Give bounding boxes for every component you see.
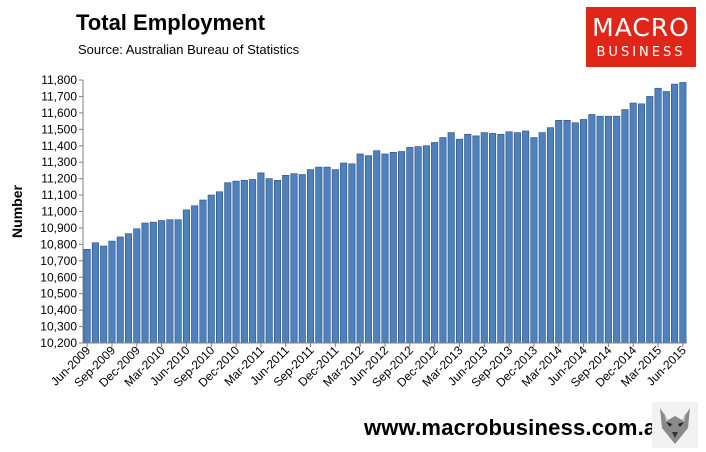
bar — [83, 249, 91, 344]
bar — [431, 142, 439, 344]
bar — [232, 180, 240, 344]
bar — [530, 137, 538, 344]
bar — [679, 82, 687, 344]
bar — [522, 130, 530, 344]
bar — [671, 83, 679, 344]
bar — [489, 133, 497, 344]
bar — [480, 132, 488, 344]
bar — [141, 222, 149, 344]
bar — [381, 153, 389, 344]
bar — [629, 102, 637, 344]
bar — [497, 133, 505, 344]
bar — [224, 182, 232, 344]
bar — [398, 151, 406, 344]
website-url: www.macrobusiness.com.au — [364, 415, 670, 440]
bar — [588, 114, 596, 344]
bar — [315, 166, 323, 344]
bar — [422, 145, 430, 344]
y-tick-label: 11,200 — [41, 172, 77, 186]
bar — [505, 131, 513, 344]
bar — [282, 175, 290, 344]
chart-title: Total Employment — [76, 10, 266, 35]
logo-line-macro: MACRO — [592, 13, 690, 42]
y-tick-label: 10,800 — [40, 237, 77, 251]
bar — [472, 135, 480, 344]
bar — [546, 127, 555, 344]
bar — [348, 163, 356, 344]
bar — [414, 146, 422, 344]
bar — [215, 191, 224, 344]
bar — [108, 240, 116, 344]
bar — [249, 179, 257, 344]
bar — [116, 236, 124, 344]
bar — [166, 219, 174, 344]
bar — [621, 109, 629, 344]
bar — [646, 96, 654, 344]
bar — [207, 194, 215, 344]
bar — [240, 179, 248, 344]
bar — [182, 209, 190, 344]
y-axis-label: Number — [9, 185, 25, 238]
y-tick-label: 11,600 — [41, 106, 77, 120]
macrobusiness-logo: MACRO BUSINESS — [586, 7, 696, 67]
y-tick-label: 10,400 — [40, 303, 77, 317]
bar — [406, 147, 414, 344]
bar — [662, 91, 670, 344]
bar — [91, 242, 99, 344]
bar — [100, 245, 108, 344]
y-tick-label: 11,000 — [41, 205, 77, 219]
bar — [191, 205, 199, 344]
bar — [149, 221, 157, 344]
y-tick-label: 10,700 — [40, 254, 77, 268]
y-tick-label: 11,500 — [41, 122, 77, 136]
bar — [133, 228, 141, 344]
wolf-mascot-icon — [652, 402, 698, 448]
y-tick-label: 10,200 — [40, 336, 77, 350]
bar — [604, 115, 612, 344]
bar — [257, 172, 265, 344]
y-tick-label: 10,900 — [40, 221, 77, 235]
bar — [364, 155, 372, 344]
bar — [513, 132, 521, 344]
bar — [199, 199, 207, 344]
bar — [323, 166, 331, 344]
y-tick-label: 11,300 — [41, 155, 77, 169]
bar — [389, 152, 397, 344]
y-tick-label: 10,600 — [40, 270, 77, 284]
y-tick-label: 11,100 — [41, 188, 77, 202]
y-tick-label: 11,400 — [41, 139, 77, 153]
bar — [637, 103, 646, 344]
bar — [580, 119, 588, 344]
bar — [555, 119, 563, 344]
y-tick-label: 10,500 — [40, 287, 77, 301]
bar — [356, 153, 364, 344]
bar — [124, 233, 133, 344]
bar — [298, 174, 306, 344]
bar — [340, 162, 348, 344]
y-tick-label: 10,300 — [40, 320, 77, 334]
bar — [174, 219, 182, 344]
bar — [273, 179, 281, 344]
bar — [265, 178, 273, 344]
bar — [447, 132, 455, 344]
bar — [613, 115, 621, 344]
chart-subtitle: Source: Australian Bureau of Statistics — [78, 42, 300, 57]
bar — [538, 132, 546, 344]
bar — [307, 169, 315, 344]
logo-line-business: BUSINESS — [596, 45, 686, 60]
bar — [331, 169, 339, 344]
y-tick-label: 11,800 — [41, 73, 77, 87]
bar — [373, 150, 381, 344]
bar — [654, 87, 662, 344]
bar — [290, 173, 298, 344]
bar — [439, 137, 447, 344]
bar — [464, 133, 472, 344]
bar — [158, 220, 166, 344]
bar — [596, 115, 604, 344]
bar — [563, 119, 571, 344]
bar — [455, 138, 463, 344]
y-tick-label: 11,700 — [41, 89, 77, 103]
bar — [571, 122, 579, 344]
